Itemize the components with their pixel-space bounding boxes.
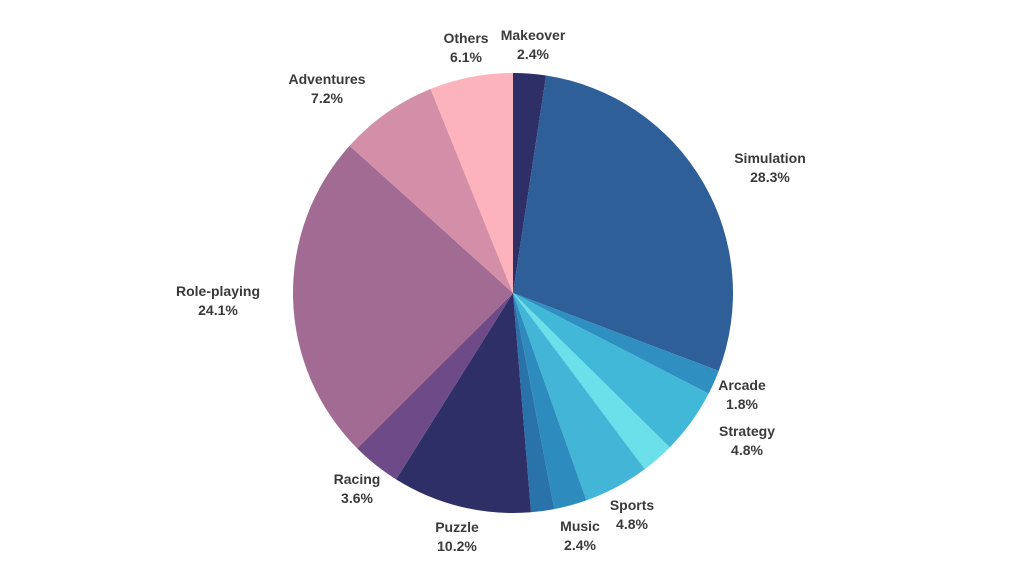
- slice-value-music: 2.4%: [564, 537, 596, 553]
- slice-value-puzzle: 10.2%: [437, 538, 477, 554]
- pie-slice-adventures: [349, 89, 513, 293]
- slice-value-makeover: 2.4%: [517, 46, 549, 62]
- slice-label-simulation: Simulation: [734, 150, 806, 166]
- slice-value-strategy: 4.8%: [731, 442, 763, 458]
- slice-label-adventures: Adventures: [288, 71, 365, 87]
- slice-label-music: Music: [560, 518, 600, 534]
- slice-value-racing: 3.6%: [341, 490, 373, 506]
- pie-slice-role-playing: [292, 145, 513, 449]
- pie-slice-unlabeled-4: [513, 293, 670, 470]
- slice-label-others: Others: [443, 30, 488, 46]
- pie-slice-others: [430, 73, 513, 293]
- pie-slice-music: [513, 293, 587, 510]
- slice-label-sports: Sports: [610, 497, 655, 513]
- slice-value-simulation: 28.3%: [750, 169, 790, 185]
- slice-value-arcade: 1.8%: [726, 396, 758, 412]
- slice-value-adventures: 7.2%: [311, 90, 343, 106]
- slice-label-racing: Racing: [334, 471, 381, 487]
- pie-slice-sports: [513, 293, 645, 501]
- slice-label-makeover: Makeover: [501, 27, 566, 43]
- pie-slice-simulation: [513, 75, 733, 371]
- slice-value-others: 6.1%: [450, 49, 482, 65]
- slice-value-role-playing: 24.1%: [198, 302, 238, 318]
- slice-label-strategy: Strategy: [719, 423, 775, 439]
- slice-label-arcade: Arcade: [718, 377, 766, 393]
- slice-label-puzzle: Puzzle: [435, 519, 479, 535]
- pie-slice-strategy: [513, 293, 709, 448]
- pie-slice-makeover: [513, 73, 547, 293]
- slice-label-role-playing: Role-playing: [176, 283, 260, 299]
- pie-labels: Makeover 2.4% Simulation 28.3% Arcade 1.8% Str…: [176, 27, 806, 554]
- pie-slice-arcade: [513, 293, 719, 394]
- pie-slice-puzzle: [396, 293, 531, 513]
- slice-value-sports: 4.8%: [616, 516, 648, 532]
- pie-slices: [292, 73, 733, 513]
- pie-slice-racing: [357, 293, 513, 480]
- pie-slice-unlabeled-7: [513, 293, 555, 513]
